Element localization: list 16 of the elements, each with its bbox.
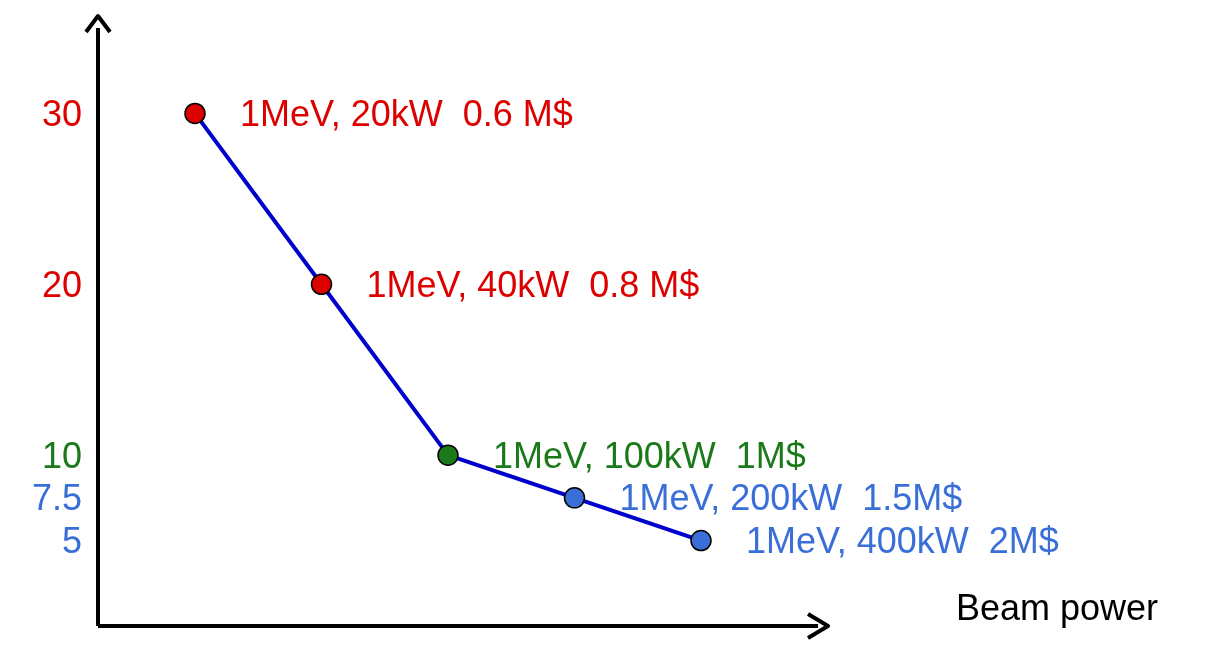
y-tick-label: 5 [61, 520, 82, 562]
point [563, 487, 586, 509]
point [690, 529, 712, 552]
x-axis-title: Beam power [955, 587, 1158, 628]
y-tick-label: 20 [41, 263, 82, 305]
annotation: 1MeV, 100kW 1M$ [493, 434, 806, 476]
y-tick-label: 30 [41, 93, 82, 135]
point [184, 102, 206, 125]
annotation: 1MeV, 200kW 1.5M$ [619, 477, 963, 519]
annotation: 1MeV, 40kW 0.8 M$ [366, 263, 700, 305]
point [310, 273, 333, 296]
point [437, 444, 459, 466]
y-tick-label: 7.5 [31, 477, 82, 519]
annotation: 1MeV, 20kW 0.6 M$ [240, 93, 573, 135]
annotation: 1MeV, 400kW 2M$ [746, 520, 1059, 562]
y-tick-label: 10 [41, 434, 82, 476]
